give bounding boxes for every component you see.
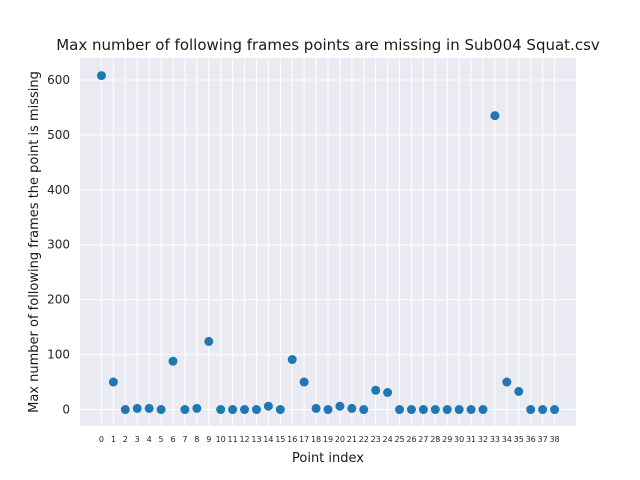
data-point <box>251 405 261 415</box>
x-tick-label: 8 <box>194 435 199 444</box>
x-tick-label: 14 <box>263 435 273 444</box>
x-tick-labels: 0 1 2 3 4 5 6 7 8 9 10 11 12 13 14 15 16 17 18 19 20 21 22 23 24… <box>99 435 560 444</box>
x-tick-label: 3 <box>135 435 140 444</box>
x-tick-label: 15 <box>275 435 285 444</box>
x-tick-label: 19 <box>323 435 333 444</box>
x-tick-label: 23 <box>371 435 381 444</box>
x-tick-label: 16 <box>287 435 297 444</box>
x-tick-label: 33 <box>490 435 500 444</box>
data-point <box>538 405 548 415</box>
x-tick-label: 28 <box>430 435 440 444</box>
x-tick-label: 26 <box>406 435 416 444</box>
data-point <box>120 405 130 415</box>
data-point <box>192 403 202 413</box>
x-tick-label: 0 <box>99 435 104 444</box>
data-point <box>216 405 226 415</box>
x-tick-label: 29 <box>442 435 452 444</box>
data-point <box>347 403 357 413</box>
data-points <box>96 71 560 415</box>
data-point <box>359 405 369 415</box>
data-point <box>287 355 297 365</box>
data-point <box>466 405 476 415</box>
data-point <box>263 401 273 411</box>
data-point <box>526 405 536 415</box>
y-tick-labels: 0 100 200 300 400 500 600 <box>47 73 70 417</box>
y-tick-label: 100 <box>47 348 70 362</box>
data-point <box>180 405 190 415</box>
y-tick-label: 0 <box>62 403 70 417</box>
data-point <box>430 405 440 415</box>
x-tick-label: 36 <box>526 435 536 444</box>
x-tick-label: 22 <box>359 435 369 444</box>
data-point <box>502 377 512 387</box>
data-point <box>550 405 560 415</box>
x-tick-label: 2 <box>123 435 128 444</box>
data-point <box>311 403 321 413</box>
data-point <box>395 405 405 415</box>
data-point <box>156 405 166 415</box>
data-point <box>418 405 428 415</box>
x-tick-label: 5 <box>159 435 164 444</box>
x-tick-label: 4 <box>147 435 152 444</box>
x-tick-label: 17 <box>299 435 309 444</box>
y-tick-label: 200 <box>47 293 70 307</box>
x-tick-label: 38 <box>549 435 559 444</box>
data-point <box>204 336 214 346</box>
data-point <box>454 405 464 415</box>
y-axis-label: Max number of following frames the point… <box>27 71 42 413</box>
x-tick-label: 25 <box>394 435 404 444</box>
data-point <box>96 71 106 81</box>
y-tick-label: 300 <box>47 238 70 252</box>
x-gridlines <box>100 58 556 426</box>
data-point <box>144 403 154 413</box>
x-tick-label: 10 <box>216 435 226 444</box>
x-tick-label: 21 <box>347 435 357 444</box>
data-point <box>168 356 178 366</box>
x-tick-label: 30 <box>454 435 464 444</box>
x-tick-label: 7 <box>182 435 187 444</box>
data-point <box>275 405 285 415</box>
x-tick-label: 13 <box>251 435 261 444</box>
x-tick-label: 18 <box>311 435 321 444</box>
data-point <box>335 401 345 411</box>
data-point <box>514 386 524 396</box>
x-tick-label: 35 <box>514 435 524 444</box>
x-tick-label: 27 <box>418 435 428 444</box>
data-point <box>478 405 488 415</box>
data-point <box>371 385 381 395</box>
data-point <box>299 377 309 387</box>
y-tick-label: 500 <box>47 128 70 142</box>
data-point <box>323 405 333 415</box>
data-point <box>406 405 416 415</box>
chart-title: Max number of following frames points ar… <box>56 36 600 54</box>
x-tick-label: 20 <box>335 435 345 444</box>
x-tick-label: 9 <box>206 435 211 444</box>
y-tick-label: 600 <box>47 73 70 87</box>
x-tick-label: 31 <box>466 435 476 444</box>
x-tick-label: 12 <box>239 435 249 444</box>
data-point <box>383 387 393 397</box>
x-tick-label: 11 <box>228 435 238 444</box>
data-point <box>108 377 118 387</box>
x-tick-label: 34 <box>502 435 512 444</box>
data-point <box>490 111 500 121</box>
x-tick-label: 6 <box>170 435 175 444</box>
data-point <box>132 403 142 413</box>
data-point <box>442 405 452 415</box>
x-tick-label: 24 <box>383 435 393 444</box>
x-axis-label: Point index <box>292 451 364 466</box>
x-tick-label: 37 <box>538 435 548 444</box>
x-tick-label: 32 <box>478 435 488 444</box>
data-point <box>228 405 238 415</box>
x-tick-label: 1 <box>111 435 116 444</box>
data-point <box>240 405 250 415</box>
y-tick-label: 400 <box>47 183 70 197</box>
